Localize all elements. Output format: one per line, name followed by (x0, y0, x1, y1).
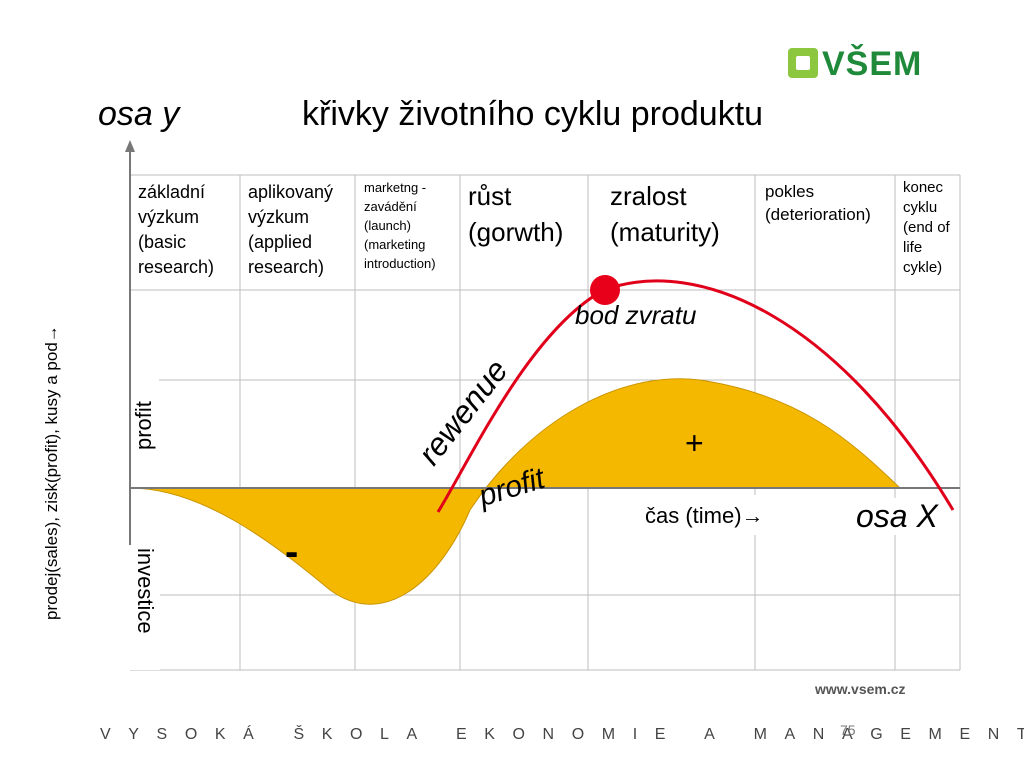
phase-line: (end of (903, 219, 950, 236)
phase-line: (basic (138, 232, 187, 252)
phase-end-of-life: konec cyklu (end of life cykle) (903, 178, 950, 278)
plus-sign: + (685, 425, 704, 461)
phase-line: cykle) (903, 259, 943, 276)
profit-label-bg (131, 370, 159, 450)
phase-line: (launch) (364, 218, 411, 233)
phase-line: research) (248, 257, 325, 277)
page-number: 75 (840, 722, 856, 738)
logo-mark-icon (788, 48, 818, 78)
phase-line: výzkum (138, 207, 200, 227)
investment-label-bg (118, 545, 160, 670)
turning-point-marker (590, 275, 620, 305)
phase-line: zralost (610, 181, 687, 211)
phase-applied-research: aplikovaný výzkum (applied research) (248, 180, 333, 280)
phase-line: cyklu (903, 199, 938, 216)
phase-line: konec (903, 179, 944, 196)
turning-point-label: bod zvratu (575, 300, 697, 330)
vsem-logo: VŠEM (788, 45, 922, 84)
y-axis-arrow-icon (125, 140, 135, 152)
minus-sign: - (285, 530, 299, 574)
phase-growth: růst (gorwth) (468, 178, 563, 250)
phase-line: marketng - (364, 180, 427, 195)
page-title: křivky životního cyklu produktu (302, 95, 764, 133)
profit-area (129, 378, 902, 605)
phase-launch: marketng - zavádění (launch) (marketing … (364, 178, 436, 273)
footer-school-name: VYSOKÁ ŠKOLA EKONOMIE A MANAGEMENTU (100, 726, 1024, 743)
phase-decline: pokles (deterioration) (765, 180, 871, 226)
x-axis-heading: osa X (852, 498, 942, 535)
phase-maturity: zralost (maturity) (610, 178, 720, 250)
phase-line: (gorwth) (468, 217, 564, 247)
footer-url[interactable]: www.vsem.cz (815, 681, 906, 697)
phase-line: aplikovaný (248, 182, 334, 202)
phase-line: (applied (248, 232, 313, 252)
phase-line: růst (468, 181, 512, 211)
profit-axis-label: profit (131, 401, 156, 450)
phase-line: zavádění (364, 199, 417, 214)
investment-axis-label: investice (133, 548, 158, 634)
y-axis-label: prodej(sales), zisk(profit), kusy a pod→ (42, 325, 61, 620)
revenue-curve (436, 279, 955, 513)
phase-line: life (903, 239, 923, 256)
phase-line: pokles (765, 182, 815, 201)
phase-line: (maturity) (610, 217, 720, 247)
phase-line: výzkum (248, 207, 310, 227)
phase-basic-research: základní výzkum (basic research) (138, 180, 214, 280)
phase-line: (deterioration) (765, 205, 871, 224)
time-axis-text: čas (time)→ (645, 503, 764, 528)
phase-line: základní (138, 182, 206, 202)
time-axis-label: čas (time)→ (638, 495, 813, 535)
phase-line: introduction) (364, 256, 436, 271)
phase-line: research) (138, 257, 215, 277)
axis-y-heading: osa y (98, 95, 180, 133)
logo-text: VŠEM (822, 45, 923, 83)
phase-line: (marketing (364, 237, 426, 252)
